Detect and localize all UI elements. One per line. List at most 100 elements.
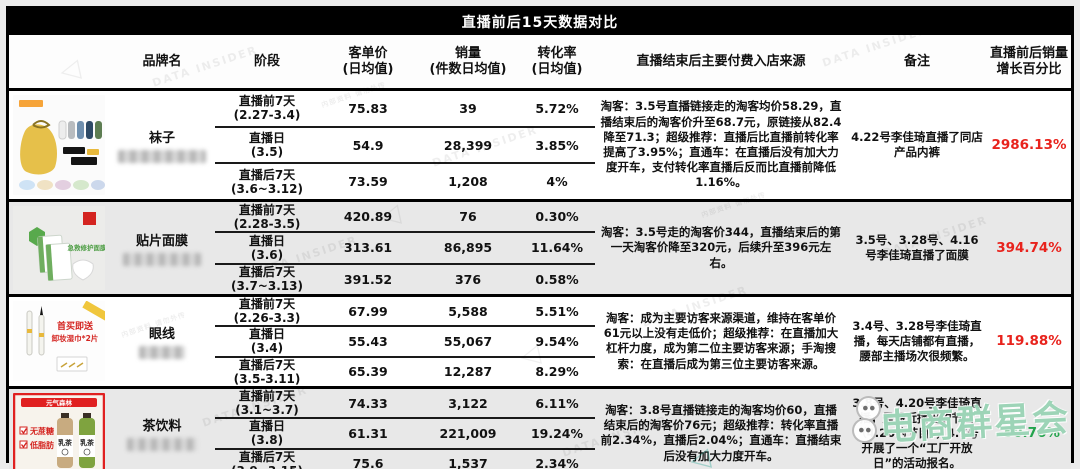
conversion-value: 2.34%: [535, 456, 579, 469]
sales-value: 3,122: [448, 395, 488, 411]
product-name: 袜子: [148, 131, 175, 146]
stage-name: 直播日: [248, 130, 285, 145]
tea-image: 元气森林 无蔗糖 低脂肪: [13, 393, 105, 469]
socks-image: [13, 95, 105, 195]
bottle-left: 乳茶: [57, 413, 73, 469]
eyeliner-promo2-text: 卸妆湿巾*2片: [52, 333, 99, 343]
header-conv-line2: (日均值): [531, 61, 583, 77]
metric-row: 直播日 (3.4) 55.43 55,067 9.54%: [215, 325, 595, 355]
low-fat-text: 低脂肪: [29, 440, 54, 450]
header-stage: 阶段: [253, 53, 280, 69]
header-growth: 直播前后销量增长百分比: [990, 45, 1069, 77]
conversion-value: 4%: [546, 174, 568, 190]
blurred-brand-name: [127, 438, 197, 452]
header-source: 直播结束后主要付费入店来源: [636, 53, 806, 69]
table-row-tea: 元气森林 无蔗糖 低脂肪: [9, 385, 1071, 469]
stage-name: 直播前7天: [238, 94, 296, 109]
price-value: 73.59: [348, 174, 388, 190]
conversion-value: 8.29%: [535, 364, 579, 380]
stage-name: 直播日: [248, 233, 285, 248]
sales-value: 39: [459, 100, 477, 116]
price-value: 75.83: [348, 100, 388, 116]
note-text: 3.4号、3.28号李佳琦直播，每天店铺都有直播，腰部主播场次很频繁。: [852, 319, 982, 363]
bottle-right: 乳茶: [79, 413, 95, 469]
stage-dates: (3.4): [250, 341, 284, 356]
brand-cell-socks: 袜子: [109, 91, 215, 199]
stage-name: 直播后7天: [238, 265, 296, 280]
table-body: 袜子 直播前7天 (2.27-3.4) 75.83 39 5.72%: [9, 91, 1071, 469]
conversion-value: 9.54%: [535, 333, 579, 349]
stage-label: 直播日 (3.8): [215, 419, 319, 447]
checkbox-low-fat: 低脂肪: [19, 440, 54, 450]
sales-value: 55,067: [443, 333, 493, 349]
stage-label: 直播日 (3.5): [215, 131, 319, 159]
conversion-value: 11.64%: [530, 240, 584, 256]
product-image-eyeliner: 首买即送 卸妆湿巾*2片: [9, 297, 109, 386]
metrics-socks: 直播前7天 (2.27-3.4) 75.83 39 5.72% 直播日 (3.5…: [215, 91, 595, 199]
stage-dates: (3.5): [250, 145, 284, 159]
price-value: 67.99: [348, 303, 388, 319]
stage-dates: (2.26-3.3): [233, 311, 301, 326]
conversion-value: 0.30%: [535, 209, 579, 225]
sales-value: 12,287: [443, 364, 493, 380]
sales-value: 1,208: [448, 174, 488, 190]
header-price-line1: 客单价: [348, 45, 388, 61]
sales-value: 1,537: [448, 456, 488, 469]
stage-label: 直播前7天 (2.26-3.3): [215, 297, 319, 325]
price-value: 74.33: [348, 395, 388, 411]
stage-label: 直播日 (3.4): [215, 327, 319, 355]
product-image-mask: 急救修护面膜: [9, 202, 109, 294]
note-text: 4.22号李佳琦直播了同店产品内裤: [851, 130, 983, 159]
sales-value: 76: [459, 209, 477, 225]
metrics-tea: 直播前7天 (3.1~3.7) 74.33 3,122 6.11% 直播日 (3…: [215, 389, 595, 469]
brand-cell-tea: 茶饮料: [109, 389, 215, 469]
metric-row: 直播前7天 (2.26-3.3) 67.99 5,588 5.51%: [215, 297, 595, 325]
header-note: 备注: [903, 53, 930, 69]
stage-dates: (2.28-3.5): [233, 216, 301, 231]
metric-row: 直播后7天 (3.9~3.15) 75.6 1,537 2.34%: [215, 447, 595, 469]
product-name: 贴片面膜: [135, 234, 188, 249]
source-text: 淘客：3.8号直播链接走的淘客均价60，直播结束后的淘客价76元；超级推荐：转化…: [600, 403, 842, 463]
brand-cell-eyeliner: 眼线: [109, 297, 215, 386]
header-price-line2: (日均值): [342, 61, 394, 77]
stage-name: 直播日: [248, 327, 285, 342]
conversion-value: 19.24%: [530, 425, 584, 441]
note-text: 3.5号、3.28号、4.16号李佳琦直播了面膜: [855, 233, 979, 262]
stage-label: 直播日 (3.6): [215, 234, 319, 262]
product-name: 眼线: [148, 327, 175, 343]
stage-name: 直播日: [248, 419, 285, 434]
header-sales-line2: (件数日均值): [429, 61, 507, 77]
metric-row: 直播前7天 (2.28-3.5) 420.89 76 0.30%: [215, 202, 595, 231]
stage-name: 直播后7天: [238, 167, 296, 182]
conversion-value: 5.72%: [535, 100, 579, 116]
price-value: 391.52: [343, 271, 393, 287]
growth-value: 2986.13%: [991, 137, 1067, 153]
product-image-tea: 元气森林 无蔗糖 低脂肪: [9, 389, 109, 469]
stage-dates: (3.6): [250, 247, 284, 262]
mask-image: 急救修护面膜: [13, 206, 105, 290]
stage-name: 直播后7天: [238, 449, 296, 464]
sales-value: 376: [454, 271, 482, 287]
header-conv-line1: 转化率: [537, 45, 577, 61]
metric-row: 直播日 (3.6) 313.61 86,895 11.64%: [215, 231, 595, 262]
metric-row: 直播后7天 (3.6~3.12) 73.59 1,208 4%: [215, 162, 595, 199]
bottle-label-text: 乳茶: [80, 438, 95, 447]
price-value: 54.9: [352, 137, 384, 153]
stage-dates: (2.27-3.4): [233, 108, 301, 123]
brand-cell-mask: 贴片面膜: [109, 202, 215, 294]
price-value: 420.89: [343, 209, 393, 225]
growth-value: -50.76%: [998, 425, 1060, 442]
metric-row: 直播前7天 (2.27-3.4) 75.83 39 5.72%: [215, 91, 595, 126]
stage-label: 直播前7天 (2.27-3.4): [215, 94, 319, 122]
bottle-label-text: 乳茶: [58, 438, 73, 447]
eyeliner-image: 首买即送 卸妆湿巾*2片: [13, 301, 105, 382]
stage-dates: (3.1~3.7): [235, 403, 299, 418]
table-row-mask: 急救修护面膜 贴片面膜 直播前7天 (2.28-3.5) 420.89: [9, 199, 1071, 294]
stage-label: 直播后7天 (3.5-3.11): [215, 358, 319, 386]
stage-label: 直播后7天 (3.6~3.12): [215, 168, 319, 196]
price-value: 65.39: [348, 364, 388, 380]
mask-tagline-text: 急救修护面膜: [68, 243, 106, 252]
tea-banner-text: 元气森林: [46, 398, 73, 407]
table-title: 直播前后15天数据对比: [9, 9, 1071, 35]
header-brand: 品牌名: [142, 53, 182, 69]
